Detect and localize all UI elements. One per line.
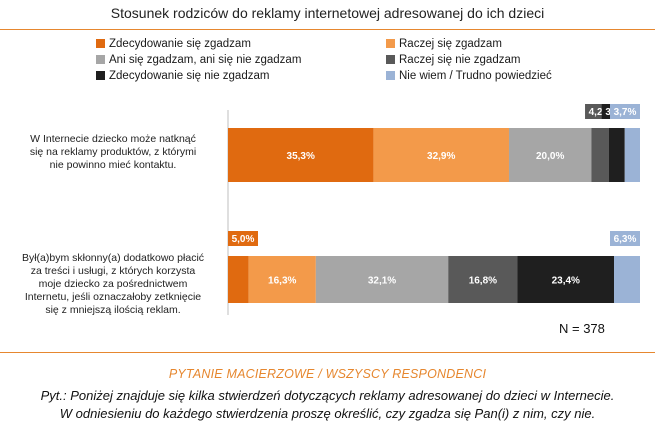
data-label: 3,7% bbox=[614, 107, 637, 118]
legend-swatch bbox=[96, 71, 105, 80]
data-label: 20,0% bbox=[536, 151, 564, 162]
row-label-line: W Internecie dziecko może natknąć bbox=[30, 133, 196, 145]
legend-item-rather-agree: Raczej się zgadzam bbox=[386, 38, 502, 50]
bar-segment-row1-s6 bbox=[624, 128, 640, 182]
bar-segment-row2-s3 bbox=[315, 256, 449, 303]
legend-item-strongly-agree: Zdecydowanie się zgadzam bbox=[96, 38, 251, 50]
question-type: PYTANIE MACIERZOWE / WSZYSCY RESPONDENCI bbox=[168, 367, 487, 381]
footnote-line: Pyt.: Poniżej znajduje się kilka stwierd… bbox=[40, 388, 615, 403]
row-label-line: nie powinno mieć kontaktu. bbox=[49, 159, 177, 171]
row-label-line: Internetu, jeśli oznaczałoby zetknięcie bbox=[24, 291, 202, 303]
bar-segment-row2-s2 bbox=[248, 256, 316, 303]
row-label-line: się z mniejszą ilością reklam. bbox=[45, 304, 181, 316]
bar-segment-row1-s2 bbox=[373, 128, 509, 182]
legend-swatch bbox=[386, 39, 395, 48]
bottom-divider bbox=[0, 352, 655, 353]
data-label-box bbox=[610, 104, 640, 119]
data-label: 6,3% bbox=[614, 234, 637, 245]
sample-size: N = 378 bbox=[559, 321, 605, 336]
data-label-box bbox=[228, 231, 258, 246]
row-label-line: moje dziecko za pośrednictwem bbox=[38, 278, 188, 290]
legend-label: Nie wiem / Trudno powiedzieć bbox=[399, 70, 552, 82]
row-label-line: się na reklamy produktów, z którymi bbox=[29, 146, 197, 158]
legend-label: Ani się zgadzam, ani się nie zgadzam bbox=[109, 54, 302, 66]
legend-item-dont-know: Nie wiem / Trudno powiedzieć bbox=[386, 70, 552, 82]
legend-label: Zdecydowanie się zgadzam bbox=[109, 38, 251, 50]
data-label: 35,3% bbox=[287, 151, 315, 162]
data-label: 23,4% bbox=[552, 276, 580, 287]
legend-swatch bbox=[96, 55, 105, 64]
row-label-1: W Internecie dziecko może natknąć się na… bbox=[8, 133, 218, 172]
data-label: 16,3% bbox=[268, 276, 296, 287]
data-label-box bbox=[610, 231, 640, 246]
data-label: 16,8% bbox=[469, 276, 497, 287]
footnote: Pyt.: Poniżej znajduje się kilka stwierd… bbox=[0, 387, 655, 423]
legend-item-neutral: Ani się zgadzam, ani się nie zgadzam bbox=[96, 54, 301, 66]
bar-segment-row2-s1 bbox=[228, 256, 249, 303]
legend-label: Raczej się zgadzam bbox=[399, 38, 502, 50]
chart-title: Stosunek rodziców do reklamy internetowe… bbox=[110, 5, 545, 21]
legend-item-strongly-disagree: Zdecydowanie się nie zgadzam bbox=[96, 70, 269, 82]
bar-segment-row1-s5 bbox=[608, 128, 625, 182]
data-label: 4,2% bbox=[589, 107, 612, 118]
footnote-line: W odniesieniu do każdego stwierdzenia pr… bbox=[59, 406, 596, 421]
legend-swatch bbox=[96, 39, 105, 48]
top-divider bbox=[0, 29, 655, 30]
legend-swatch bbox=[386, 71, 395, 80]
row-label-2: Był(a)bym skłonny(a) dodatkowo płacić za… bbox=[8, 252, 218, 317]
bar-segment-row1-s3 bbox=[508, 128, 592, 182]
legend-item-rather-disagree: Raczej się nie zgadzam bbox=[386, 54, 520, 66]
row-label-line: za treści i usługi, z których korzysta bbox=[30, 265, 196, 277]
row-label-line: Był(a)bym skłonny(a) dodatkowo płacić bbox=[21, 252, 205, 264]
data-label: 32,9% bbox=[427, 151, 455, 162]
bar-segment-row1-s4 bbox=[591, 128, 609, 182]
data-label: 32,1% bbox=[368, 276, 396, 287]
bar-segment-row2-s6 bbox=[614, 256, 640, 303]
bar-segment-row1-s1 bbox=[228, 128, 374, 182]
data-label: 5,0% bbox=[232, 234, 255, 245]
legend-label: Zdecydowanie się nie zgadzam bbox=[109, 70, 270, 82]
legend-label: Raczej się nie zgadzam bbox=[399, 54, 521, 66]
bar-segment-row2-s5 bbox=[517, 256, 615, 303]
legend-swatch bbox=[386, 55, 395, 64]
bar-segment-row2-s4 bbox=[448, 256, 518, 303]
